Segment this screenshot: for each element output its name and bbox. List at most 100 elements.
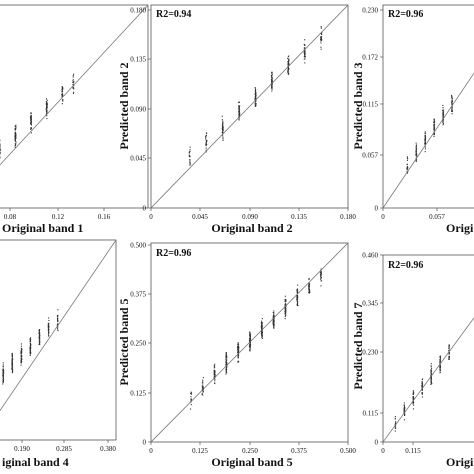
data-point: [222, 136, 224, 138]
x-tick-label: 0.375: [291, 447, 307, 455]
data-point: [38, 330, 40, 332]
data-point: [287, 61, 289, 63]
data-point: [12, 358, 14, 360]
x-tick-label: 0: [381, 447, 385, 455]
data-point: [249, 335, 251, 337]
data-point: [424, 137, 426, 139]
data-point: [21, 349, 23, 351]
data-point: [433, 124, 435, 126]
y-tick-label: 0.375: [130, 291, 146, 299]
data-point: [403, 413, 405, 415]
data-point: [430, 365, 432, 367]
data-point: [394, 427, 396, 429]
r2-annotation: R2=0.96: [388, 9, 423, 20]
y-tick-label: 0.250: [130, 340, 146, 348]
data-point: [249, 333, 251, 335]
one-to-one-line: [383, 317, 474, 442]
data-point: [202, 381, 204, 383]
data-point: [214, 375, 216, 377]
data-point: [308, 278, 310, 280]
data-point: [271, 74, 273, 76]
data-point: [442, 112, 444, 114]
data-point: [225, 367, 227, 369]
data-point: [273, 315, 275, 317]
plot-frame: [382, 254, 474, 443]
data-point: [14, 133, 16, 135]
data-point: [273, 326, 275, 328]
data-point: [14, 131, 16, 133]
data-point: [271, 80, 273, 82]
data-point: [249, 349, 251, 351]
data-point: [320, 285, 322, 287]
data-point: [206, 132, 208, 134]
data-point: [271, 84, 273, 86]
data-point: [308, 282, 310, 284]
data-point: [238, 109, 240, 111]
data-point: [62, 91, 64, 93]
data-point: [14, 137, 16, 139]
data-point: [2, 379, 4, 381]
data-point: [189, 159, 191, 161]
data-point: [15, 143, 17, 145]
data-point: [421, 389, 423, 391]
data-point: [30, 337, 32, 339]
y-tick-label: 0.125: [130, 390, 146, 398]
x-axis-label: Origi: [446, 221, 474, 235]
data-cluster-1: [188, 146, 191, 166]
data-point: [442, 113, 444, 115]
data-point: [255, 89, 257, 91]
data-point: [20, 351, 22, 353]
data-point: [406, 164, 408, 166]
data-point: [320, 278, 322, 280]
data-point: [448, 347, 450, 349]
data-point: [205, 145, 207, 147]
data-point: [45, 101, 47, 103]
data-point: [308, 292, 310, 294]
data-point: [284, 315, 286, 317]
data-point: [403, 410, 405, 412]
data-point: [14, 143, 16, 145]
data-point: [73, 91, 75, 93]
data-point: [430, 374, 432, 376]
r2-annotation: R2=0.96: [156, 248, 191, 259]
data-point: [451, 113, 453, 115]
data-point: [29, 352, 31, 354]
data-point: [238, 117, 240, 119]
data-point: [225, 371, 227, 373]
data-point: [62, 87, 64, 89]
data-point: [320, 274, 322, 276]
data-point: [272, 316, 274, 318]
data-point: [48, 322, 50, 324]
data-point: [433, 133, 435, 135]
data-point: [206, 140, 208, 142]
data-cluster-7: [61, 86, 64, 105]
data-point: [46, 110, 48, 112]
x-tick-label: 0.285: [56, 445, 72, 453]
data-point: [430, 376, 432, 378]
data-point: [424, 148, 426, 150]
data-point: [424, 135, 426, 137]
data-point: [412, 402, 414, 404]
data-point: [238, 108, 240, 110]
data-point: [261, 336, 263, 338]
data-point: [439, 368, 441, 370]
data-point: [237, 345, 239, 347]
data-cluster-3: [0, 139, 1, 159]
data-point: [20, 364, 22, 366]
data-point: [46, 115, 48, 117]
data-point: [39, 336, 41, 338]
data-point: [238, 119, 240, 121]
data-point: [226, 355, 228, 357]
data-point: [15, 140, 17, 142]
data-point: [273, 324, 275, 326]
x-tick-label: 0.045: [192, 213, 208, 221]
data-point: [201, 394, 203, 396]
data-point: [11, 354, 13, 356]
data-point: [225, 352, 227, 354]
y-tick-label: 0.230: [362, 7, 378, 15]
x-tick-label: 0.250: [242, 447, 258, 455]
data-point: [272, 312, 274, 314]
data-point: [11, 356, 13, 358]
y-tick-label: 0: [143, 439, 147, 447]
